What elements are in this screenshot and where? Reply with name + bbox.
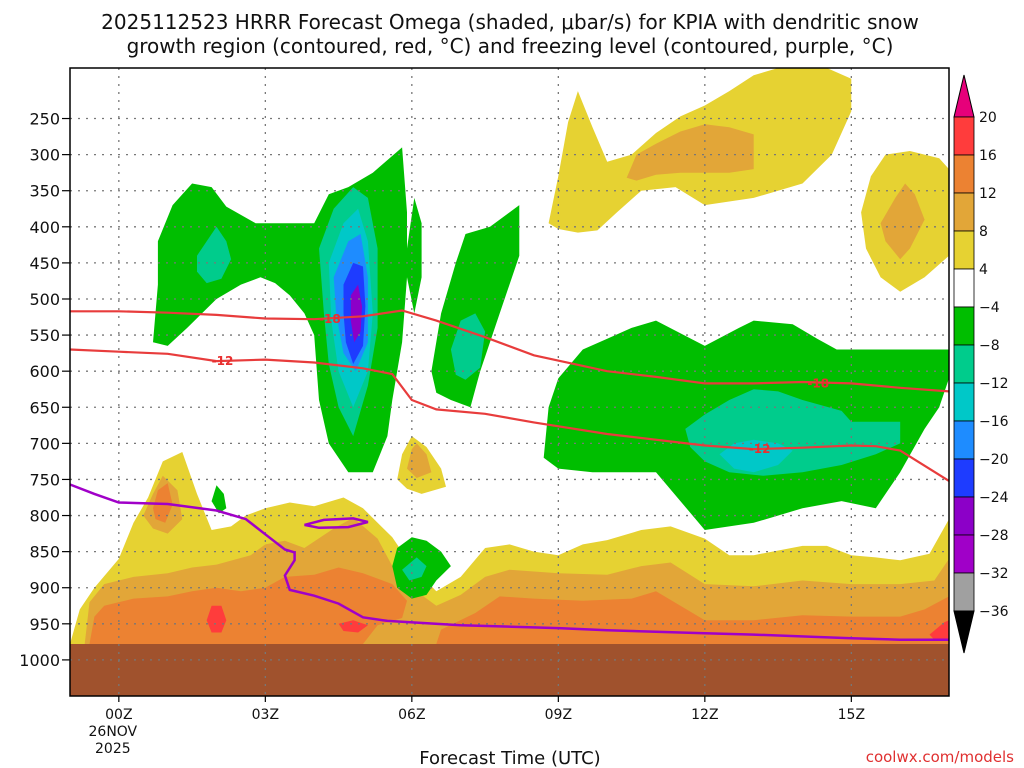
dgz-contour--18 — [70, 309, 950, 393]
chart-title-line-2: growth region (contoured, red, °C) and f… — [127, 34, 894, 58]
colorbar-label: −32 — [979, 566, 1009, 582]
colorbar: 20 16 12 8 4 −4 −8 −12 −16 −20 −24 −28 −32 −36 — [953, 74, 1009, 654]
dgz-contour--12 — [69, 348, 950, 482]
colorbar-label: 16 — [979, 148, 997, 164]
colorbar-segment — [953, 230, 975, 270]
colorbar-label: −8 — [979, 338, 1000, 354]
omega-region-sinking-pos16-02z — [206, 605, 227, 633]
colorbar-segment — [953, 420, 975, 460]
omega-region-rising-mid-cell-neg8 — [450, 313, 486, 380]
x-axis-title: Forecast Time (UTC) — [419, 748, 600, 768]
y-tick-label-700: 700 — [29, 434, 60, 453]
y-tick-label-900: 900 — [29, 579, 60, 598]
colorbar-label: −12 — [979, 376, 1009, 392]
colorbar-segment — [953, 534, 975, 574]
omega-region-ground-layer — [70, 644, 949, 696]
colorbar-segment — [953, 344, 975, 384]
colorbar-label: −24 — [979, 490, 1009, 506]
colorbar-label: 20 — [979, 110, 997, 126]
dgz-contour-label--12: -12 — [749, 442, 771, 456]
colorbar-segment — [953, 154, 975, 194]
omega-region-sinking-pos12-core-b — [436, 591, 949, 644]
colorbar-label: 8 — [979, 224, 988, 240]
x-tick-label-09Z: 09Z — [545, 707, 572, 723]
plot-frame — [69, 67, 950, 697]
colorbar-label: −36 — [979, 604, 1009, 620]
x-tick-label-12Z: 12Z — [691, 707, 718, 723]
credit-text: coolwx.com/models — [866, 748, 1014, 766]
colorbar-segment — [953, 458, 975, 498]
chart-title-line-1: 2025112523 HRRR Forecast Omega (shaded, … — [101, 10, 919, 34]
dgz-contour-label--18: -18 — [319, 312, 341, 326]
colorbar-label: 4 — [979, 262, 988, 278]
y-tick-label-500: 500 — [29, 290, 60, 309]
omega-region-sinking-pos12-core — [89, 567, 407, 644]
grid-lines — [70, 68, 949, 696]
dgz-contour-label--18: -18 — [807, 376, 829, 390]
omega-region-rising-sliver — [407, 197, 422, 314]
x-tick-date: 26NOV — [89, 724, 138, 740]
y-tick-label-250: 250 — [29, 110, 60, 129]
colorbar-label: −4 — [979, 300, 1000, 316]
x-tick-label-15Z: 15Z — [838, 707, 865, 723]
colorbar-segment — [953, 192, 975, 232]
omega-region-rising-mid-cell — [431, 205, 520, 408]
y-tick-label-850: 850 — [29, 543, 60, 562]
x-tick-label-03Z: 03Z — [252, 707, 279, 723]
omega-shaded-fields — [70, 68, 949, 696]
y-tick-label-600: 600 — [29, 362, 60, 381]
colorbar-top-arrow — [953, 74, 975, 118]
freezing-level-loop — [304, 517, 369, 530]
y-tick-label-350: 350 — [29, 182, 60, 201]
colorbar-segment — [953, 496, 975, 536]
colorbar-segment — [953, 306, 975, 346]
y-tick-label-550: 550 — [29, 326, 60, 345]
y-tick-label-950: 950 — [29, 615, 60, 634]
colorbar-label: 12 — [979, 186, 997, 202]
colorbar-label: −20 — [979, 452, 1009, 468]
y-tick-label-450: 450 — [29, 254, 60, 273]
colorbar-label: −16 — [979, 414, 1009, 430]
omega-region-sinking-far-right-core — [880, 183, 925, 260]
omega-region-sinking-upper-right-core — [626, 124, 754, 181]
colorbar-segment — [953, 268, 975, 308]
y-tick-label-1000: 1000 — [19, 651, 60, 670]
colorbar-segment — [953, 382, 975, 422]
y-tick-label-400: 400 — [29, 218, 60, 237]
x-tick-label-00Z: 00Z — [105, 707, 132, 723]
y-tick-label-300: 300 — [29, 146, 60, 165]
freezing-level-contour — [69, 483, 949, 641]
omega-region-rising-left-cell-neg8 — [197, 226, 232, 284]
x-tick-label-06Z: 06Z — [398, 707, 425, 723]
omega-region-sinking-pos16-05z — [338, 620, 368, 633]
colorbar-segment — [953, 572, 975, 612]
colorbar-bottom-arrow — [953, 610, 975, 654]
y-tick-label-750: 750 — [29, 470, 60, 489]
y-tick-label-650: 650 — [29, 398, 60, 417]
contour-lines: -18 -18 -12 -12 — [69, 309, 950, 641]
colorbar-segment — [953, 116, 975, 156]
y-tick-label-800: 800 — [29, 507, 60, 526]
omega-region-sinking-isolated-06z-core — [407, 443, 432, 478]
dgz-contour-label--12: -12 — [212, 354, 234, 368]
x-tick-year: 2025 — [95, 741, 131, 757]
y-axis: 250 300 350 400 450 500 550 600 650 700 750 800 850 9… — [19, 110, 70, 670]
omega-region-rising-tiny-02z — [211, 485, 227, 514]
omega-region-sinking-pos16-17z — [929, 620, 949, 640]
omega-region-rising-low-06z-neg8 — [402, 557, 427, 581]
colorbar-label: −28 — [979, 528, 1009, 544]
